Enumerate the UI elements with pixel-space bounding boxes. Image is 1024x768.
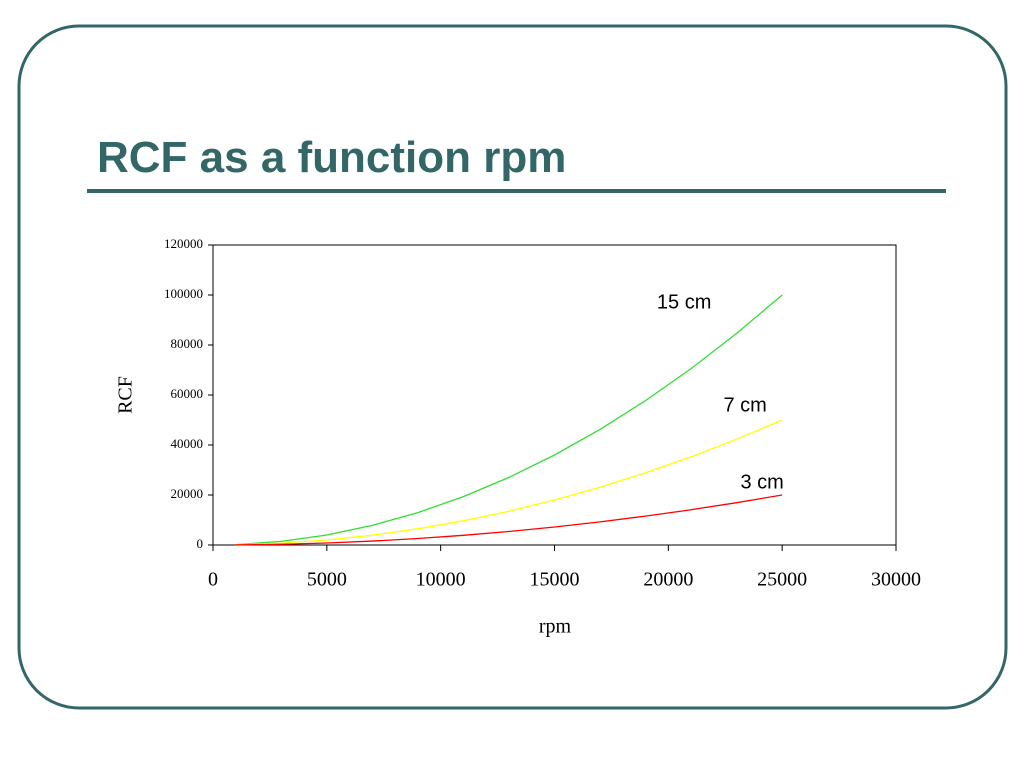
- y-tick-label: 120000: [164, 236, 203, 251]
- y-tick-label: 20000: [171, 486, 204, 501]
- series-label: 7 cm: [723, 394, 766, 416]
- x-axis-label: rpm: [539, 616, 572, 638]
- y-tick-label: 60000: [171, 386, 204, 401]
- slide-frame: [17, 24, 1008, 710]
- y-tick-label: 100000: [164, 286, 203, 301]
- x-tick-label: 0: [208, 569, 218, 591]
- x-tick-label: 5000: [307, 569, 347, 591]
- x-tick-label: 15000: [530, 569, 580, 591]
- title-rule: [87, 189, 946, 193]
- series-label: 15 cm: [657, 291, 711, 313]
- series-line: [235, 494, 783, 546]
- y-tick-label: 40000: [171, 436, 204, 451]
- x-tick-label: 30000: [871, 569, 921, 591]
- x-tick-label: 25000: [757, 569, 807, 591]
- y-axis-label: RCF: [115, 376, 137, 414]
- y-tick-label: 0: [197, 536, 204, 551]
- series-line: [235, 419, 783, 546]
- x-tick-label: 10000: [416, 569, 466, 591]
- series-label: 3 cm: [740, 471, 783, 493]
- chart-title: RCF as a function rpm: [97, 133, 566, 182]
- x-tick-label: 20000: [643, 569, 693, 591]
- y-tick-label: 80000: [171, 336, 204, 351]
- series-line: [235, 294, 783, 546]
